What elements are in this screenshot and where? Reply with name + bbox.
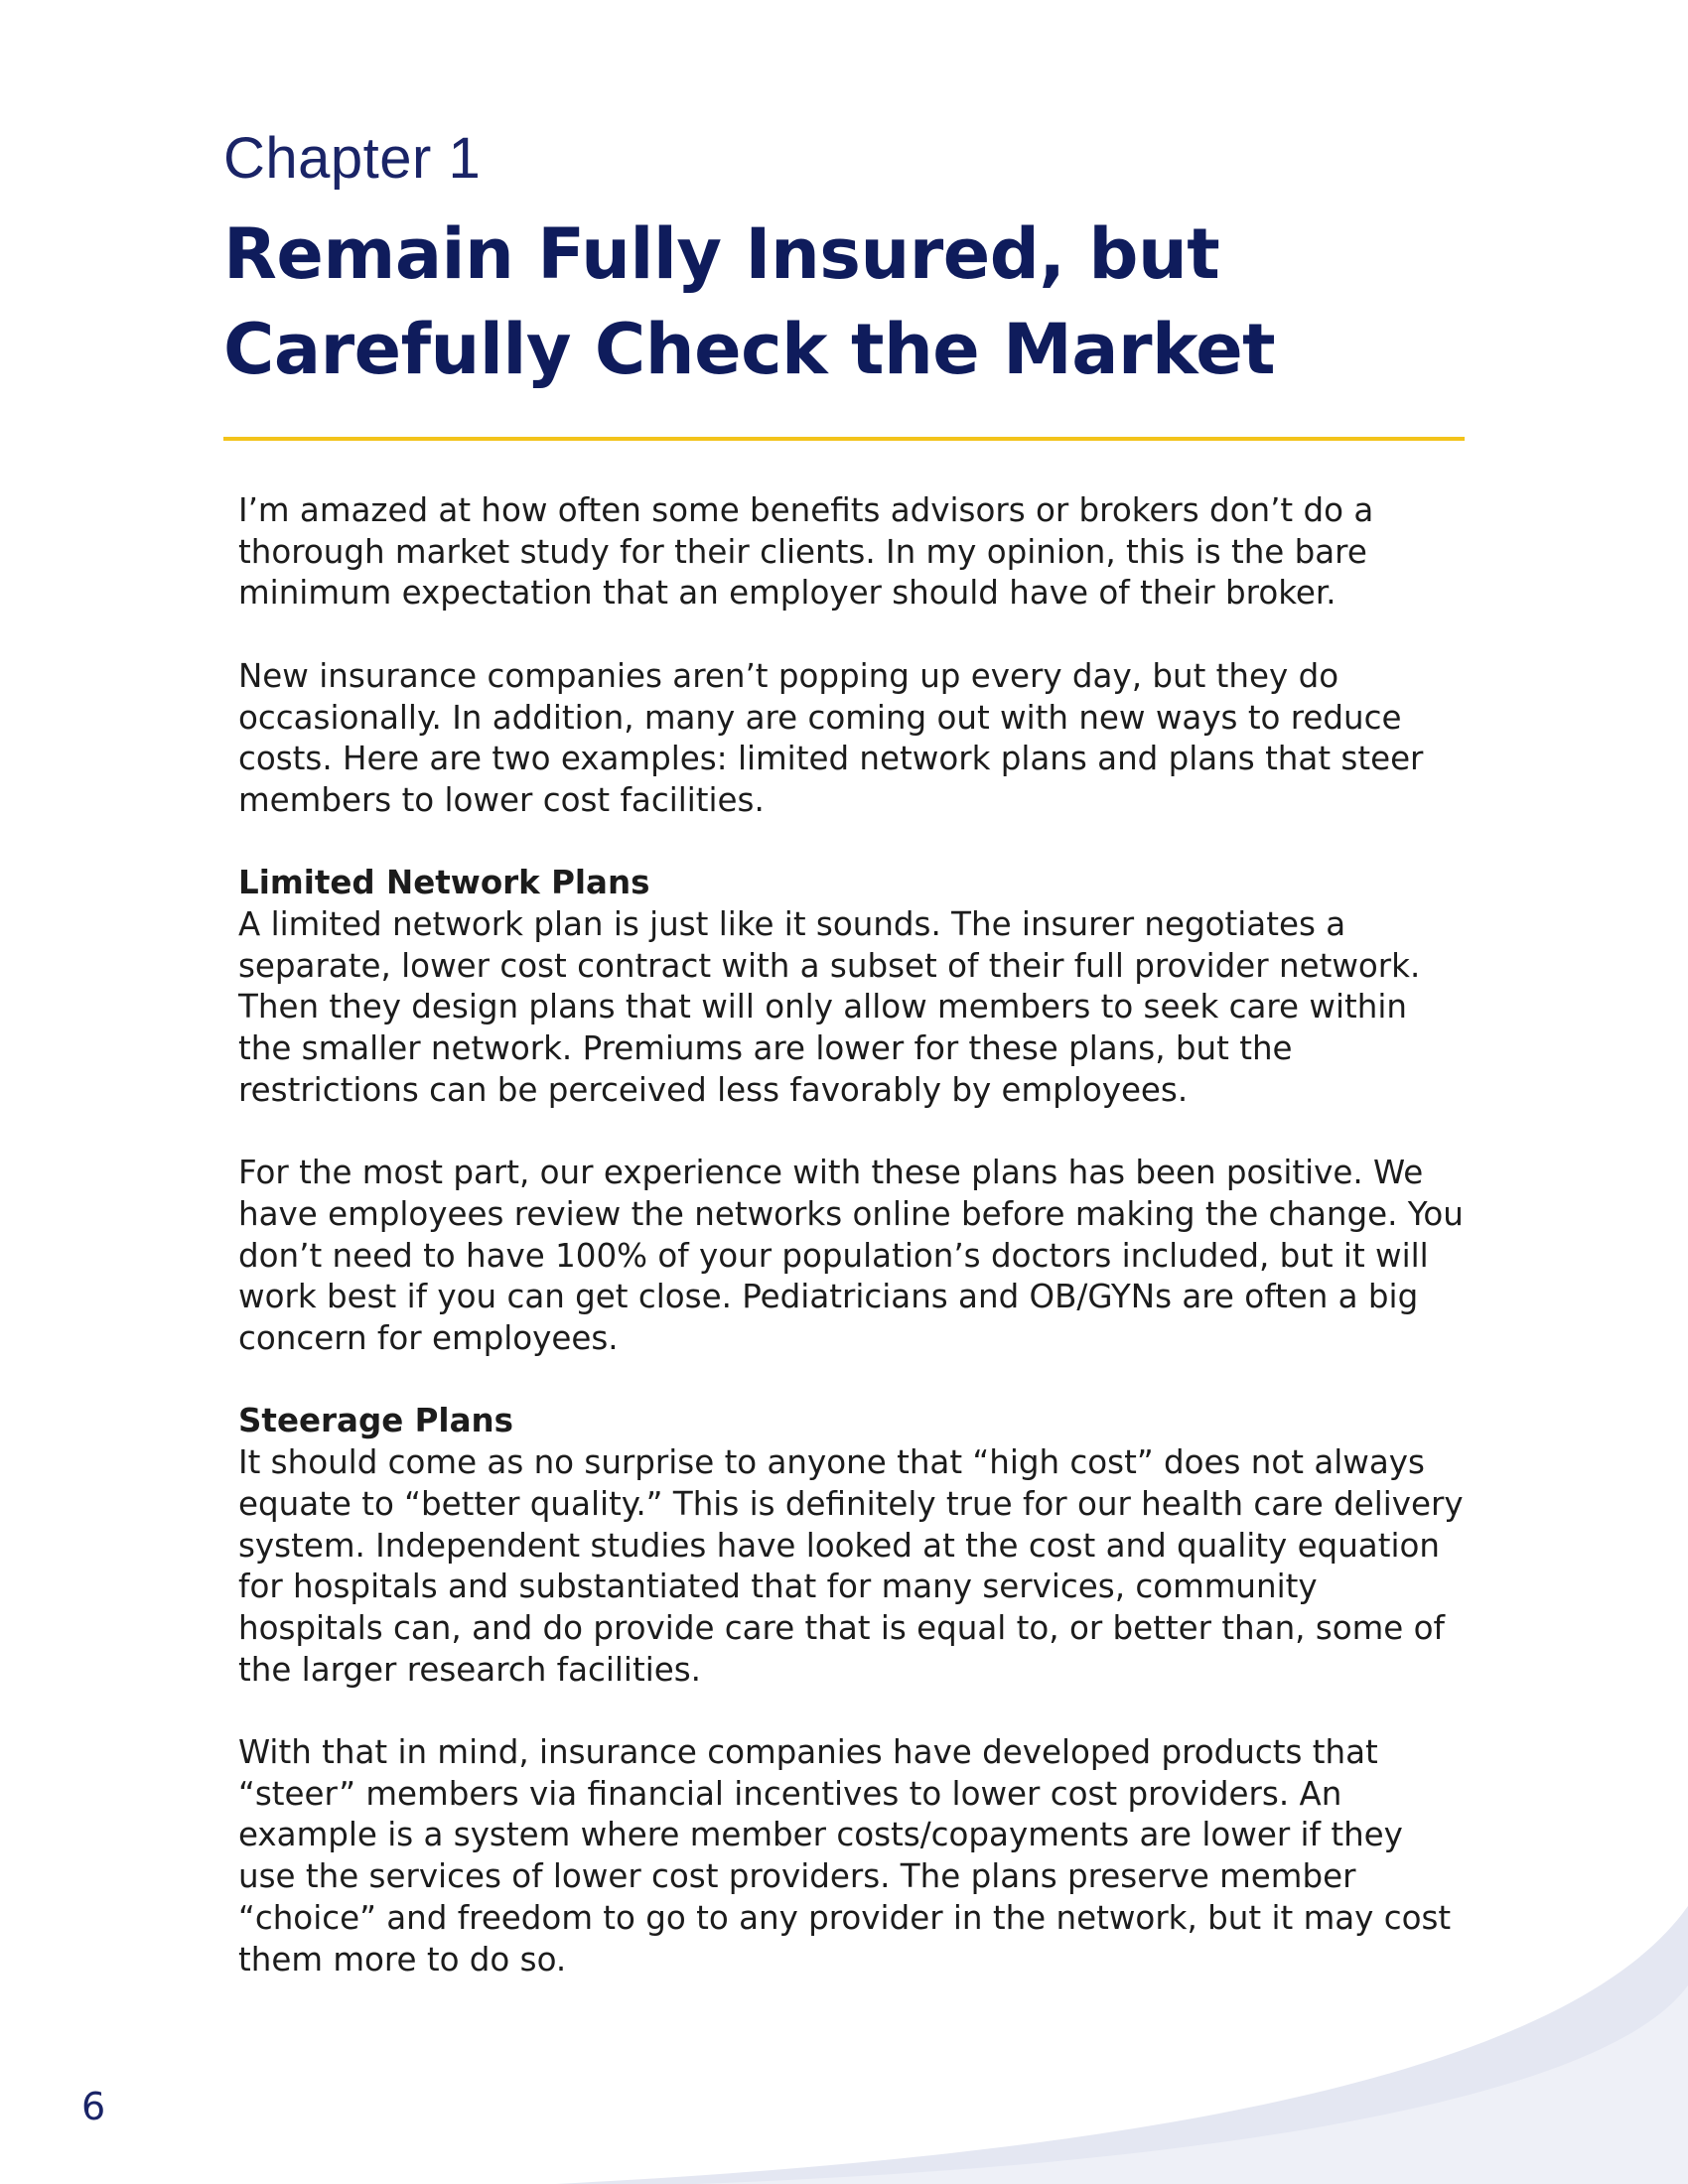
paragraph: New insurance companies aren’t popping u… bbox=[238, 656, 1424, 819]
paragraph: It should come as no surprise to anyone … bbox=[238, 1443, 1464, 1689]
chapter-title: Remain Fully Insured, but Carefully Chec… bbox=[223, 213, 1276, 390]
paragraph: A limited network plan is just like it s… bbox=[238, 905, 1421, 1109]
intro-section: I’m amazed at how often some benefits ad… bbox=[238, 490, 1470, 822]
paragraph: I’m amazed at how often some benefits ad… bbox=[238, 491, 1374, 613]
section-heading: Steerage Plans bbox=[238, 1402, 513, 1440]
chapter-label: Chapter 1 bbox=[223, 126, 482, 191]
page-number: 6 bbox=[81, 2085, 106, 2128]
limited-network-section: Limited Network Plans A limited network … bbox=[238, 863, 1470, 1359]
steerage-section: Steerage Plans It should come as no surp… bbox=[238, 1401, 1470, 1980]
section-heading: Limited Network Plans bbox=[238, 864, 650, 902]
paragraph: With that in mind, insurance companies h… bbox=[238, 1733, 1452, 1979]
title-divider bbox=[223, 437, 1465, 441]
paragraph: For the most part, our experience with t… bbox=[238, 1154, 1464, 1358]
body-text: I’m amazed at how often some benefits ad… bbox=[238, 490, 1470, 2022]
